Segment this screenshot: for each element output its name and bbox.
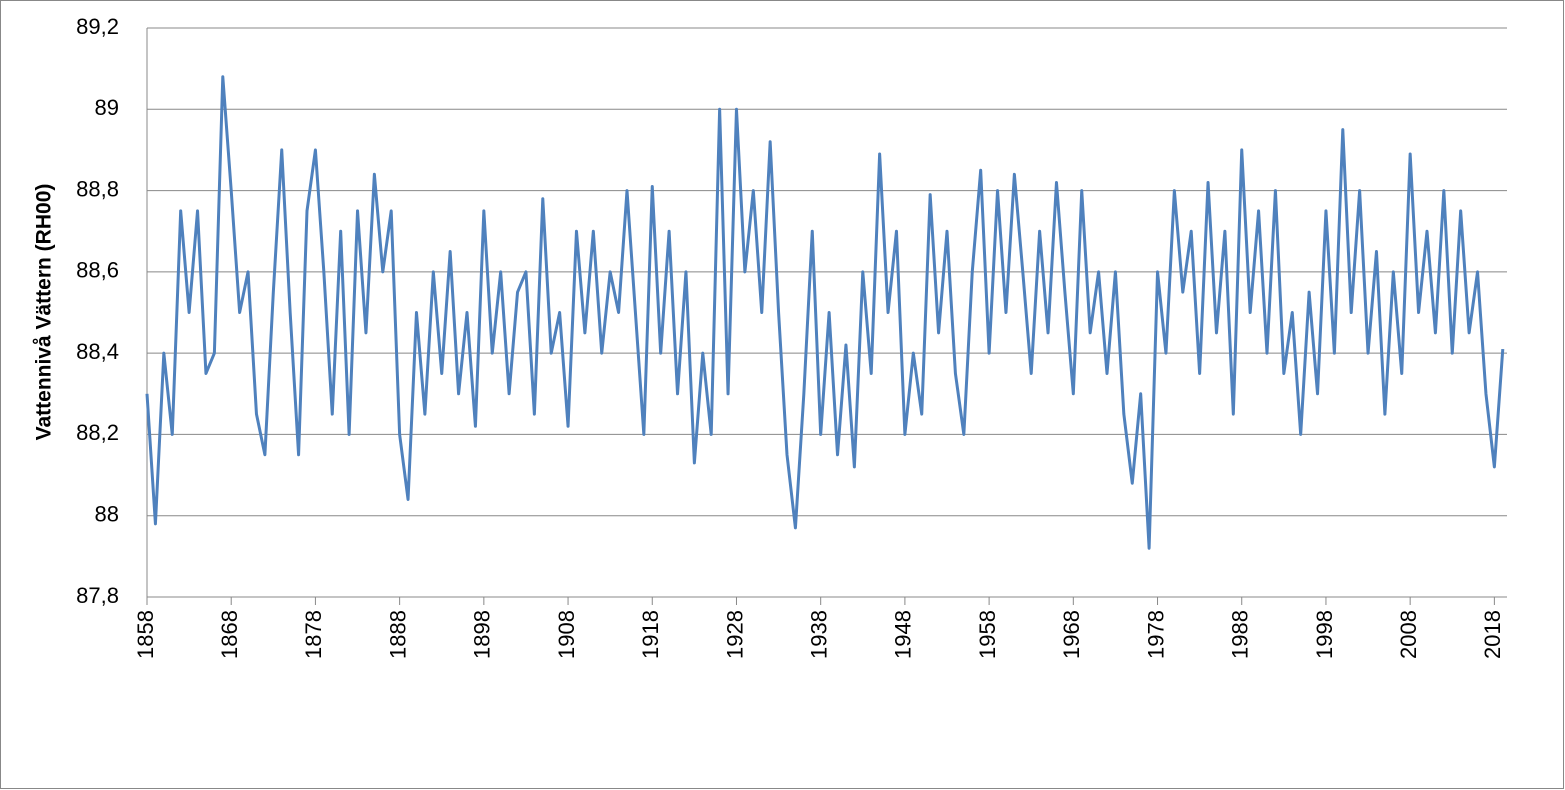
x-tick-label: 2008 — [1396, 610, 1421, 659]
x-tick-label: 1878 — [301, 610, 326, 659]
y-tick-label: 87,8 — [76, 583, 119, 608]
y-tick-label: 88,6 — [76, 258, 119, 283]
x-tick-label: 1978 — [1143, 610, 1168, 659]
y-tick-label: 88,4 — [76, 339, 119, 364]
x-tick-label: 1888 — [385, 610, 410, 659]
y-tick-label: 89,2 — [76, 14, 119, 39]
x-tick-label: 1898 — [470, 610, 495, 659]
data-line — [145, 75, 1505, 550]
x-tick-label: 1938 — [806, 610, 831, 659]
x-tick-label: 1908 — [554, 610, 579, 659]
x-tick-label: 1958 — [975, 610, 1000, 659]
x-tick-label: 1858 — [133, 610, 158, 659]
x-tick-label: 1948 — [891, 610, 916, 659]
x-tick-label: 1968 — [1059, 610, 1084, 659]
y-tick-label: 88,2 — [76, 420, 119, 445]
y-tick-label: 89 — [95, 95, 119, 120]
x-tick-label: 2018 — [1480, 610, 1505, 659]
x-tick-label: 1988 — [1228, 610, 1253, 659]
x-tick-label: 1928 — [722, 610, 747, 659]
x-tick-label: 1918 — [638, 610, 663, 659]
x-tick-label: 1998 — [1312, 610, 1337, 659]
x-tick-label: 1868 — [217, 610, 242, 659]
y-axis-label: Vattennivå Vättern (RH00) — [33, 184, 56, 441]
y-tick-label: 88,8 — [76, 176, 119, 201]
y-tick-label: 88 — [95, 502, 119, 527]
